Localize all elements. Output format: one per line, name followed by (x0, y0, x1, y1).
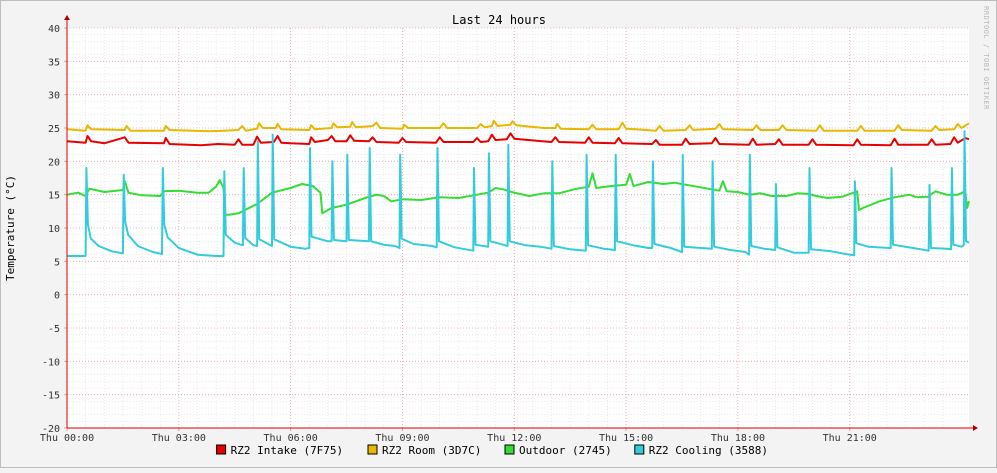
x-tick-label: Thu 03:00 (152, 433, 206, 444)
y-tick-label: 20 (48, 157, 60, 168)
x-tick-label: Thu 00:00 (40, 433, 94, 444)
legend-label: RZ2 Intake (7F75) (231, 444, 344, 457)
legend-label: RZ2 Cooling (3588) (649, 444, 768, 457)
legend-swatch (634, 444, 645, 455)
y-tick-labels: 40 35 30 25 20 15 10 5 0 -5 -10 -15 -20 (42, 24, 60, 435)
y-tick-label: 15 (48, 191, 60, 202)
y-tick-label: -10 (42, 357, 60, 368)
legend-swatch (216, 444, 227, 455)
series-line (67, 130, 970, 257)
legend-label: RZ2 Room (3D7C) (382, 444, 481, 457)
legend-swatch (504, 444, 515, 455)
series-line (66, 132, 970, 147)
legend: RZ2 Intake (7F75) RZ2 Room (3D7C) Outdoor … (216, 444, 768, 457)
y-tick-label: 40 (48, 24, 60, 35)
series-layer (66, 119, 970, 257)
y-tick-label: 0 (54, 291, 60, 302)
x-axis-arrow (973, 425, 978, 431)
y-tick-label: 5 (54, 257, 60, 268)
legend-swatch (367, 444, 378, 455)
y-axis-label: Temperature (°C) (4, 175, 17, 281)
y-axis-arrow (64, 15, 70, 20)
rrdtool-watermark: RRDTOOL / TOBI OETIKER (982, 6, 990, 110)
y-tick-label: -5 (48, 324, 60, 335)
y-tick-label: -20 (42, 424, 60, 435)
x-tick-label: Thu 18:00 (711, 433, 765, 444)
series-line (66, 172, 970, 216)
x-tick-label: Thu 15:00 (599, 433, 653, 444)
chart-title: Last 24 hours (452, 13, 546, 27)
major-grid (64, 27, 969, 431)
y-tick-label: 25 (48, 124, 60, 135)
x-tick-label: Thu 06:00 (264, 433, 318, 444)
x-tick-labels: Thu 00:00 Thu 03:00 Thu 06:00 Thu 09:00 Thu … (40, 433, 877, 444)
x-tick-label: Thu 12:00 (487, 433, 541, 444)
y-tick-label: -15 (42, 391, 60, 402)
x-tick-label: Thu 21:00 (823, 433, 877, 444)
x-tick-label: Thu 09:00 (375, 433, 429, 444)
axes (64, 15, 978, 431)
y-tick-label: 30 (48, 91, 60, 102)
legend-label: Outdoor (2745) (519, 444, 612, 457)
y-tick-label: 35 (48, 57, 60, 68)
series-line (66, 119, 970, 133)
y-tick-label: 10 (48, 224, 60, 235)
